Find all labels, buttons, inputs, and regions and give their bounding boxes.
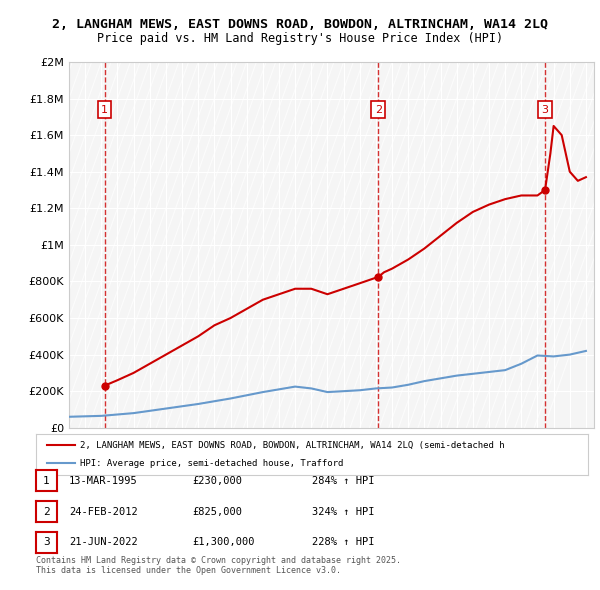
Text: 2, LANGHAM MEWS, EAST DOWNS ROAD, BOWDON, ALTRINCHAM, WA14 2LQ (semi-detached h: 2, LANGHAM MEWS, EAST DOWNS ROAD, BOWDON… bbox=[80, 441, 505, 450]
Text: 324% ↑ HPI: 324% ↑ HPI bbox=[312, 507, 374, 516]
Text: 228% ↑ HPI: 228% ↑ HPI bbox=[312, 537, 374, 547]
Text: 284% ↑ HPI: 284% ↑ HPI bbox=[312, 476, 374, 486]
Text: 2, LANGHAM MEWS, EAST DOWNS ROAD, BOWDON, ALTRINCHAM, WA14 2LQ: 2, LANGHAM MEWS, EAST DOWNS ROAD, BOWDON… bbox=[52, 18, 548, 31]
Text: HPI: Average price, semi-detached house, Trafford: HPI: Average price, semi-detached house,… bbox=[80, 459, 344, 468]
Text: 1: 1 bbox=[101, 104, 108, 114]
Text: 21-JUN-2022: 21-JUN-2022 bbox=[69, 537, 138, 547]
Text: 2: 2 bbox=[43, 507, 50, 516]
Text: £230,000: £230,000 bbox=[192, 476, 242, 486]
Text: Contains HM Land Registry data © Crown copyright and database right 2025.
This d: Contains HM Land Registry data © Crown c… bbox=[36, 556, 401, 575]
Text: £825,000: £825,000 bbox=[192, 507, 242, 516]
Text: 24-FEB-2012: 24-FEB-2012 bbox=[69, 507, 138, 516]
Text: 2: 2 bbox=[375, 104, 382, 114]
Text: 13-MAR-1995: 13-MAR-1995 bbox=[69, 476, 138, 486]
Text: 1: 1 bbox=[43, 476, 50, 486]
Text: 3: 3 bbox=[43, 537, 50, 547]
Text: 3: 3 bbox=[542, 104, 548, 114]
Text: £1,300,000: £1,300,000 bbox=[192, 537, 254, 547]
Text: Price paid vs. HM Land Registry's House Price Index (HPI): Price paid vs. HM Land Registry's House … bbox=[97, 32, 503, 45]
